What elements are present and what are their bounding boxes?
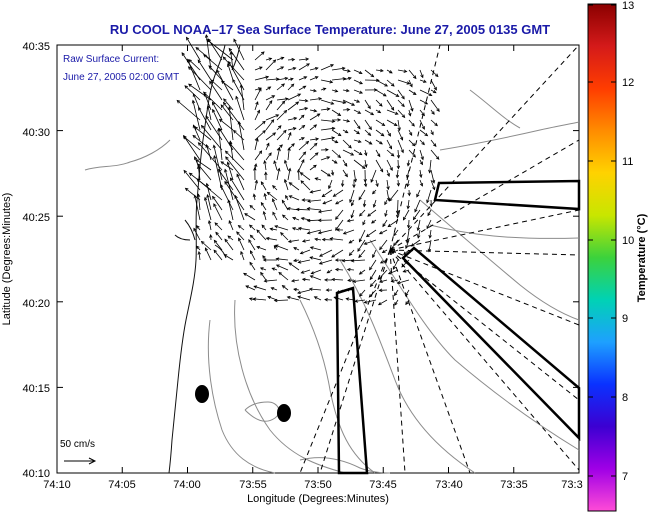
colorbar (588, 4, 616, 511)
chart-title: RU COOL NOAA–17 Sea Surface Temperature:… (110, 22, 550, 37)
colorbar-label: Temperature (°C) (636, 213, 648, 302)
x-tick-label: 73:35 (500, 479, 528, 491)
annotation-line-1: Raw Surface Current: (63, 54, 159, 65)
y-axis-label: Latitude (Degrees:Minutes) (1, 193, 13, 326)
x-tick-label: 74:05 (108, 479, 136, 491)
colorbar-tick-label: 10 (622, 235, 634, 247)
annotation-line-2: June 27, 2005 02:00 GMT (63, 72, 179, 83)
x-axis-label: Longitude (Degrees:Minutes) (247, 493, 389, 505)
x-tick-label: 73:40 (435, 479, 463, 491)
x-tick-label: 73:55 (239, 479, 267, 491)
x-tick-label: 74:10 (43, 479, 71, 491)
y-tick-label: 40:35 (22, 41, 50, 53)
colorbar-tick-label: 8 (622, 392, 628, 404)
x-tick-label: 73:50 (304, 479, 332, 491)
x-tick-label: 73:3 (561, 479, 582, 491)
colorbar-tick-label: 9 (622, 313, 628, 325)
scale-label: 50 cm/s (60, 439, 95, 450)
x-tick-labels: 74:10 74:05 74:00 73:55 73:50 73:45 73:4… (43, 479, 582, 491)
colorbar-tick-label: 11 (622, 156, 633, 168)
y-tick-label: 40:30 (22, 127, 50, 139)
x-tick-label: 74:00 (173, 479, 201, 491)
y-tick-label: 40:20 (22, 298, 50, 310)
colorbar-ticks: 13 12 11 10 9 8 7 (622, 0, 634, 483)
x-tick-label: 73:45 (369, 479, 397, 491)
y-tick-label: 40:10 (22, 468, 50, 480)
y-tick-label: 40:15 (22, 383, 50, 395)
station-marker (195, 385, 209, 403)
colorbar-tick-label: 12 (622, 77, 634, 89)
colorbar-tick-label: 13 (622, 0, 634, 12)
y-tick-labels: 40:35 40:30 40:25 40:20 40:15 40:10 (22, 41, 50, 480)
station-marker (277, 404, 291, 422)
y-tick-label: 40:25 (22, 212, 50, 224)
colorbar-tick-label: 7 (622, 471, 628, 483)
